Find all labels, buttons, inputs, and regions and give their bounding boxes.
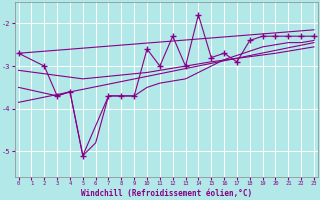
X-axis label: Windchill (Refroidissement éolien,°C): Windchill (Refroidissement éolien,°C) [81, 189, 252, 198]
